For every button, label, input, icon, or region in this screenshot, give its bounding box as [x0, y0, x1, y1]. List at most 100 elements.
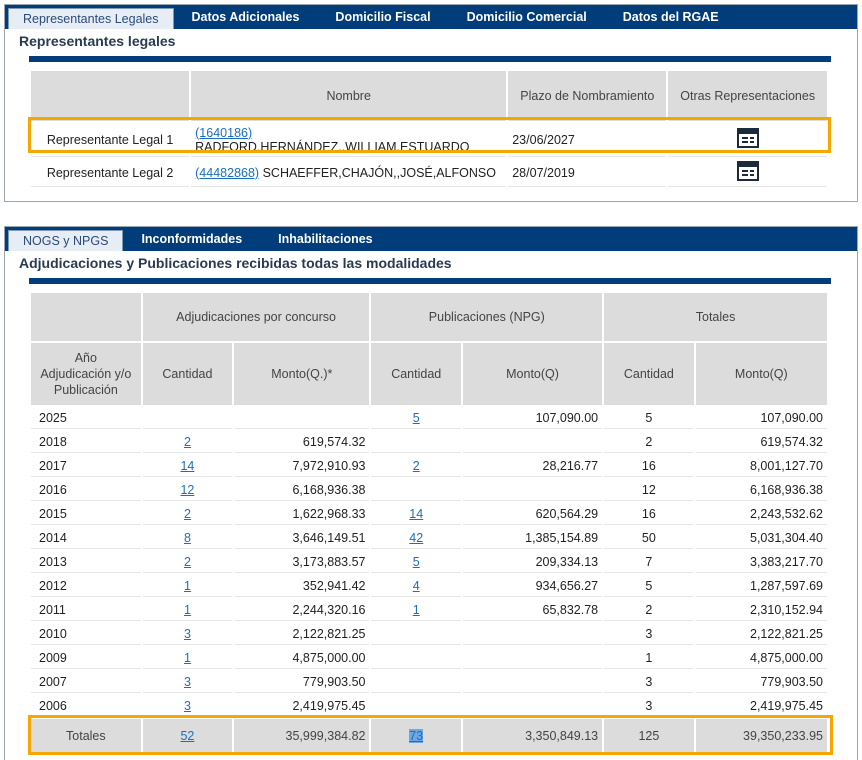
pub-monto-cell — [462, 479, 603, 501]
pub-cantidad-link[interactable]: 14 — [409, 506, 424, 521]
year-cell: 2013 — [31, 551, 141, 573]
adj-cantidad-link[interactable]: 3 — [183, 674, 191, 689]
tot-cantidad-cell: 12 — [604, 479, 694, 501]
header-tot-cantidad: Cantidad — [604, 343, 694, 405]
adj-cantidad-cell: 14 — [142, 455, 233, 477]
rep-name-cell: (44482868) SCHAEFFER,CHAJÓN,,JOSÉ,ALFONS… — [191, 159, 507, 187]
tab-inhabilitaciones[interactable]: Inhabilitaciones — [278, 232, 373, 246]
totals-pub-cantidad: 73 — [371, 719, 461, 753]
tot-monto-cell: 2,310,152.94 — [695, 599, 827, 621]
tot-cantidad-cell: 5 — [604, 575, 694, 597]
pub-monto-cell: 65,832.78 — [462, 599, 603, 621]
table-row: Representante Legal 1 (1640186) RADFORD,… — [31, 123, 827, 157]
header-blank — [31, 293, 141, 341]
adj-cantidad-link[interactable]: 3 — [183, 626, 191, 641]
table-row: 2013 2 3,173,883.57 5 209,334.13 7 3,383,217.7… — [31, 551, 827, 573]
adj-monto-cell: 779,903.50 — [234, 671, 370, 693]
pub-monto-cell — [462, 647, 603, 669]
tot-monto-cell: 2,243,532.62 — [695, 503, 827, 525]
table-row: 2010 3 2,122,821.25 3 2,122,821.25 — [31, 623, 827, 645]
adj-monto-cell: 1,622,968.33 — [234, 503, 370, 525]
pub-monto-cell — [462, 671, 603, 693]
adj-cantidad-cell: 1 — [142, 575, 233, 597]
year-cell: 2009 — [31, 647, 141, 669]
title-divider — [29, 56, 831, 62]
totals-tot-cantidad: 125 — [604, 719, 694, 753]
totals-adj-cantidad-link[interactable]: 52 — [180, 729, 195, 743]
tot-cantidad-cell: 2 — [604, 431, 694, 453]
header-plazo: Plazo de Nombramiento — [508, 71, 667, 121]
table-row: 2015 2 1,622,968.33 14 620,564.29 16 2,243,532… — [31, 503, 827, 525]
header-anio: Año Adjudicación y/o Publicación — [31, 343, 141, 405]
adj-cantidad-cell: 1 — [142, 599, 233, 621]
adj-cantidad-link[interactable]: 2 — [183, 506, 191, 521]
year-cell: 2007 — [31, 671, 141, 693]
adj-cantidad-link[interactable]: 2 — [183, 554, 191, 569]
pub-cantidad-cell: 5 — [371, 407, 461, 429]
pub-cantidad-link[interactable]: 2 — [412, 458, 420, 473]
tot-cantidad-cell: 3 — [604, 671, 694, 693]
adj-monto-cell: 7,972,910.93 — [234, 455, 370, 477]
totals-pub-cantidad-link[interactable]: 73 — [409, 729, 424, 743]
pub-cantidad-cell — [371, 671, 461, 693]
table-row: 2025 5 107,090.00 5 107,090.00 — [31, 407, 827, 429]
rep-plazo: 23/06/2027 — [508, 123, 667, 157]
tab-inconformidades[interactable]: Inconformidades — [141, 232, 243, 246]
adj-cantidad-cell: 8 — [142, 527, 233, 549]
tab-domicilio-fiscal[interactable]: Domicilio Fiscal — [335, 10, 431, 24]
header-otras: Otras Representaciones — [668, 71, 827, 121]
tab-datos-adicionales[interactable]: Datos Adicionales — [191, 10, 300, 24]
calendar-table-icon[interactable] — [736, 128, 759, 148]
totals-pub-monto: 3,350,849.13 — [462, 719, 603, 753]
tot-cantidad-cell: 2 — [604, 599, 694, 621]
adjudicaciones-table: Adjudicaciones por concurso Publicacione… — [29, 291, 829, 755]
table-row: 2018 2 619,574.32 2 619,574.32 — [31, 431, 827, 453]
year-cell: 2015 — [31, 503, 141, 525]
year-cell: 2025 — [31, 407, 141, 429]
pub-monto-cell — [462, 623, 603, 645]
pub-cantidad-link[interactable]: 42 — [409, 530, 424, 545]
rep-code-link[interactable]: (44482868) — [195, 165, 260, 180]
table-row: 2016 12 6,168,936.38 12 6,168,936.38 — [31, 479, 827, 501]
adj-cantidad-link[interactable]: 14 — [180, 458, 195, 473]
pub-cantidad-link[interactable]: 1 — [412, 602, 420, 617]
adj-monto-cell: 3,646,149.51 — [234, 527, 370, 549]
adjudicaciones-panel: NOGS y NPGS Inconformidades Inhabilitaci… — [4, 226, 858, 760]
rep-otras-cell — [668, 159, 827, 187]
adj-cantidad-link[interactable]: 1 — [183, 578, 191, 593]
adj-cantidad-link[interactable]: 1 — [183, 650, 191, 665]
representantes-panel: Representantes Legales Datos Adicionales… — [4, 4, 858, 202]
adj-monto-cell: 6,168,936.38 — [234, 479, 370, 501]
adj-cantidad-link[interactable]: 1 — [183, 602, 191, 617]
pub-cantidad-link[interactable]: 5 — [412, 410, 420, 425]
year-cell: 2012 — [31, 575, 141, 597]
pub-cantidad-cell — [371, 479, 461, 501]
adj-cantidad-link[interactable]: 2 — [183, 434, 191, 449]
rep-otras-cell — [668, 123, 827, 157]
year-cell: 2016 — [31, 479, 141, 501]
table-row: 2011 1 2,244,320.16 1 65,832.78 2 2,310,152.94 — [31, 599, 827, 621]
adj-monto-cell — [234, 407, 370, 429]
tab-nogs-npgs[interactable]: NOGS y NPGS — [8, 230, 124, 251]
calendar-table-icon[interactable] — [736, 161, 759, 181]
title-divider — [29, 278, 831, 284]
year-cell: 2018 — [31, 431, 141, 453]
tab-domicilio-comercial[interactable]: Domicilio Comercial — [466, 10, 587, 24]
pub-cantidad-cell: 4 — [371, 575, 461, 597]
header-publicaciones: Publicaciones (NPG) — [371, 293, 603, 341]
tab-datos-rgae[interactable]: Datos del RGAE — [622, 10, 719, 24]
adj-cantidad-link[interactable]: 3 — [183, 698, 191, 713]
pub-cantidad-cell — [371, 623, 461, 645]
adj-cantidad-link[interactable]: 8 — [183, 530, 191, 545]
pub-cantidad-link[interactable]: 4 — [412, 578, 420, 593]
section-title: Representantes legales — [19, 33, 176, 49]
adj-monto-cell: 2,122,821.25 — [234, 623, 370, 645]
rep-label: Representante Legal 2 — [31, 159, 190, 187]
adj-cantidad-link[interactable]: 12 — [180, 482, 195, 497]
pub-cantidad-link[interactable]: 5 — [412, 554, 420, 569]
tab-representantes-legales[interactable]: Representantes Legales — [8, 8, 174, 29]
adj-cantidad-cell: 3 — [142, 623, 233, 645]
header-nombre: Nombre — [191, 71, 507, 121]
adj-monto-cell: 4,875,000.00 — [234, 647, 370, 669]
rep-code-link[interactable]: (1640186) — [195, 125, 253, 140]
